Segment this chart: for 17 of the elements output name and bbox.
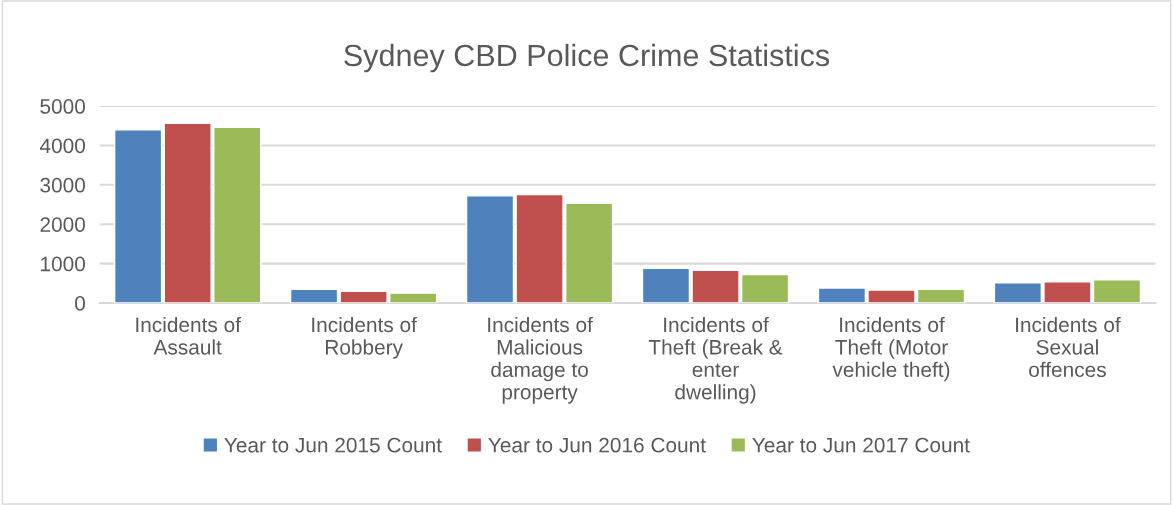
bar xyxy=(113,128,163,303)
x-tick-label: Incidents of Theft (Motor vehicle theft) xyxy=(832,316,950,382)
x-tick-label: Incidents of Sexual offences xyxy=(1016,316,1121,378)
y-tick-label: 2000 xyxy=(40,217,86,232)
legend-label: Year to Jun 2015 Count xyxy=(224,437,442,453)
x-tick-label: Incidents of Malicious damage to property xyxy=(488,316,593,404)
legend-label: Year to Jun 2017 Count xyxy=(752,437,970,453)
y-tick-label: 0 xyxy=(75,296,85,311)
legend-label: Year to Jun 2016 Count xyxy=(488,437,706,453)
x-tick-label: Incidents of Theft (Break & enter dwelling) xyxy=(648,316,783,404)
y-tick-label: 1000 xyxy=(41,256,86,272)
y-tick-label: 4000 xyxy=(39,138,86,154)
y-tick-label: 3000 xyxy=(40,177,86,193)
chart-title: Sydney CBD Police Crime Statistics xyxy=(344,43,830,73)
x-tick-label: Incidents of Assault xyxy=(136,316,241,355)
y-tick-label: 5000 xyxy=(40,99,86,114)
x-tick-label: Incidents of Robbery xyxy=(312,316,417,359)
